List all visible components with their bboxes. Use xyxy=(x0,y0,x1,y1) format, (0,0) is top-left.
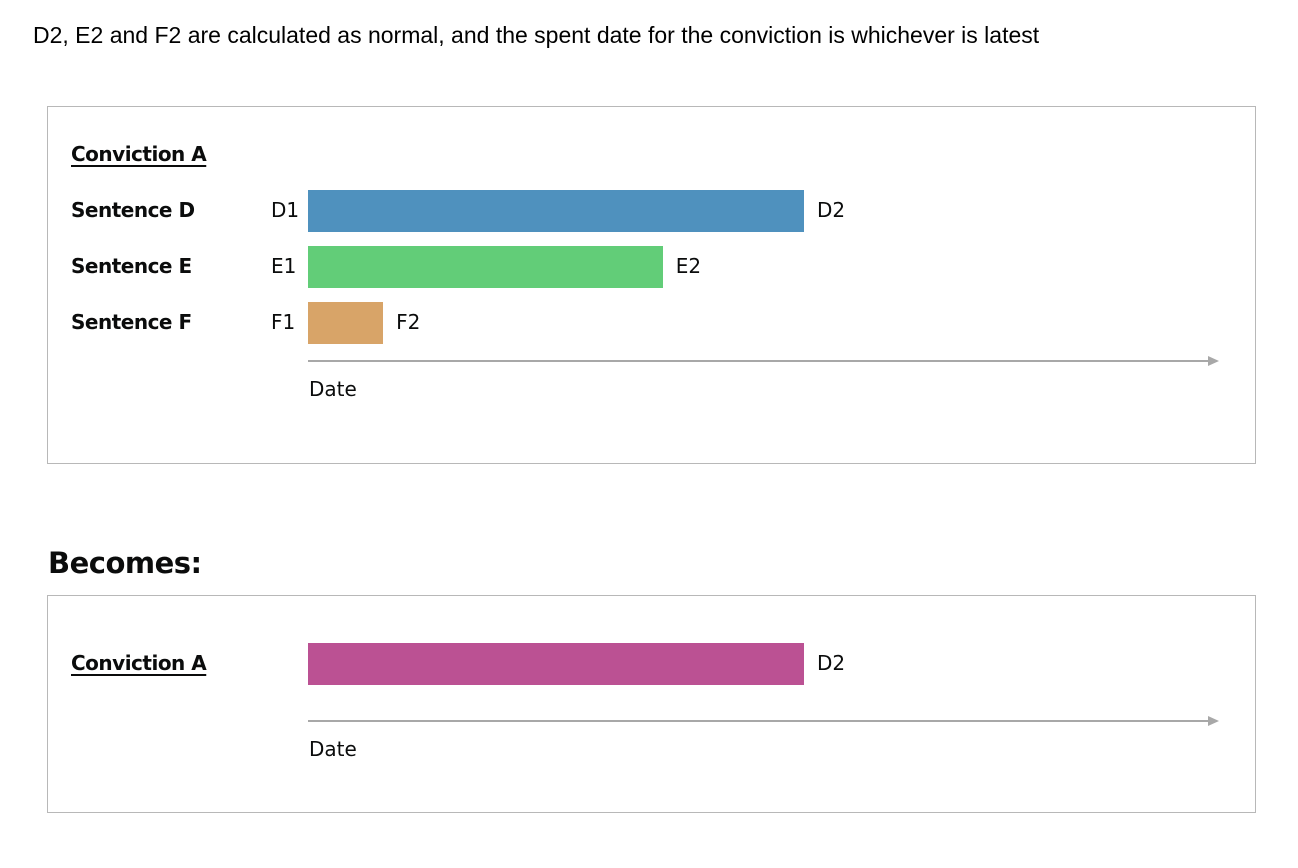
date-axis-arrowhead xyxy=(1208,716,1219,726)
conviction-a-label: Conviction A xyxy=(71,142,207,166)
sentence-e-bar xyxy=(308,246,663,288)
after-timeline-panel: Conviction A D2 Date xyxy=(47,595,1256,813)
intro-text: D2, E2 and F2 are calculated as normal, … xyxy=(33,22,1040,48)
sentence-f-bar xyxy=(308,302,384,344)
sentence-d-label: Sentence D xyxy=(71,198,195,222)
sentence-f-end-label: F2 xyxy=(396,310,421,334)
sentence-d-start-label: D1 xyxy=(271,198,300,222)
date-axis-line xyxy=(308,720,1208,722)
conviction-a-end-label: D2 xyxy=(816,651,846,675)
conviction-a-label: Conviction A xyxy=(71,651,207,675)
date-axis-label: Date xyxy=(309,377,357,401)
before-timeline-panel: Conviction A Sentence D D1 D2 Sentence E… xyxy=(47,106,1256,464)
conviction-a-bar xyxy=(308,643,804,685)
date-axis-line xyxy=(308,360,1208,362)
sentence-f-label: Sentence F xyxy=(71,310,192,334)
sentence-d-bar xyxy=(308,190,804,232)
date-axis-label: Date xyxy=(309,737,357,761)
sentence-e-end-label: E2 xyxy=(675,254,702,278)
sentence-f-start-label: F1 xyxy=(271,310,296,334)
sentence-d-end-label: D2 xyxy=(816,198,846,222)
becomes-heading: Becomes: xyxy=(48,546,202,580)
sentence-e-start-label: E1 xyxy=(271,254,297,278)
date-axis-arrowhead xyxy=(1208,356,1219,366)
sentence-e-label: Sentence E xyxy=(71,254,192,278)
